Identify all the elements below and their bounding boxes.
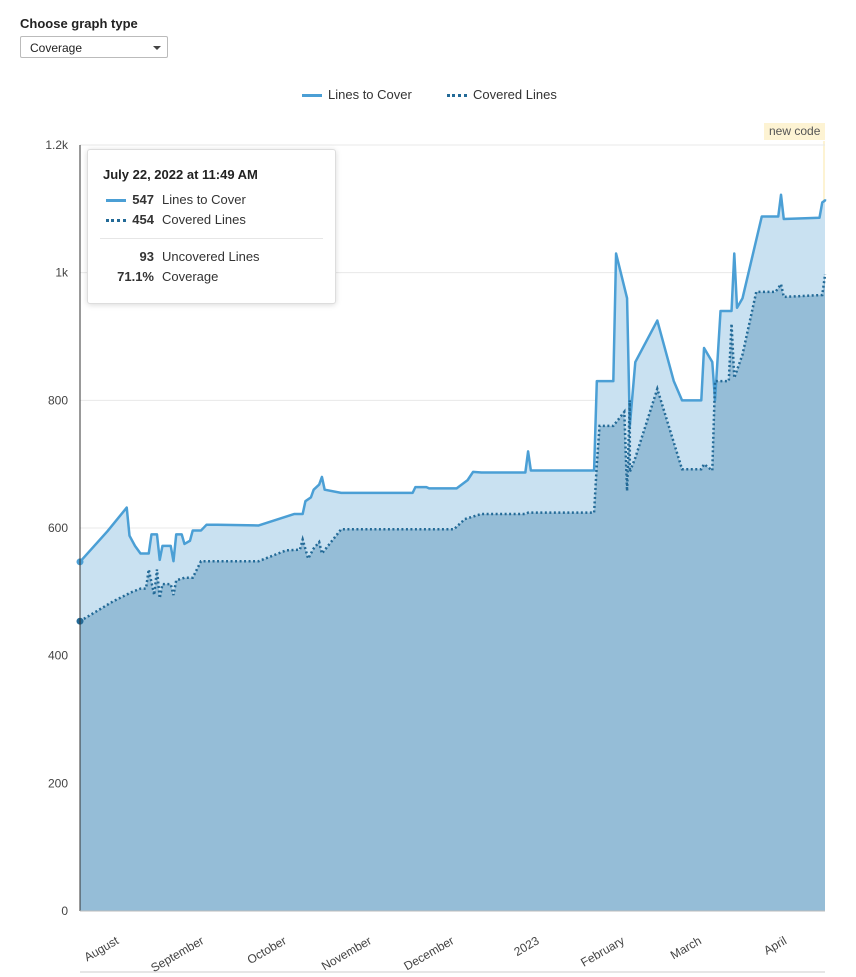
tooltip-divider bbox=[100, 238, 323, 239]
dotted-line-icon bbox=[447, 94, 467, 97]
chevron-down-icon bbox=[153, 46, 161, 50]
y-tick-label: 0 bbox=[61, 904, 68, 918]
x-tick-label: April bbox=[761, 933, 789, 957]
graph-type-select[interactable]: Coverage bbox=[20, 36, 168, 58]
legend-label-covered-lines: Covered Lines bbox=[473, 87, 557, 102]
solid-line-icon bbox=[106, 199, 126, 202]
x-tick-label: November bbox=[319, 933, 374, 973]
covered-lines-line bbox=[79, 273, 827, 623]
tooltip-coverage-label: Coverage bbox=[162, 269, 219, 284]
y-tick-label: 1.2k bbox=[45, 138, 69, 152]
tooltip-uncovered-label: Uncovered Lines bbox=[162, 249, 260, 264]
x-tick-label: 2023 bbox=[511, 933, 541, 959]
tooltip-lines-to-cover-label: Lines to Cover bbox=[162, 192, 246, 207]
lines-to-cover-line bbox=[79, 193, 827, 563]
tooltip-row-lines-to-cover: 547 Lines to Cover bbox=[88, 191, 335, 209]
tooltip-row-covered-lines: 454 Covered Lines bbox=[88, 211, 335, 229]
x-tick-label: February bbox=[578, 933, 627, 969]
graph-type-value: Coverage bbox=[30, 41, 83, 55]
tooltip-covered-lines-label: Covered Lines bbox=[162, 212, 246, 227]
tooltip-covered-lines-value: 454 bbox=[132, 212, 154, 227]
tooltip-row-coverage: 71.1% Coverage bbox=[88, 268, 335, 286]
chart-legend: Lines to Cover Covered Lines bbox=[0, 86, 856, 104]
y-tick-label: 400 bbox=[48, 649, 68, 663]
new-code-badge: new code bbox=[764, 123, 826, 140]
y-tick-label: 1k bbox=[55, 266, 69, 280]
tooltip-row-uncovered: 93 Uncovered Lines bbox=[88, 248, 335, 266]
tooltip-coverage-value: 71.1% bbox=[117, 269, 154, 284]
solid-line-icon bbox=[302, 94, 322, 97]
x-tick-label: August bbox=[82, 933, 122, 964]
x-tick-label: October bbox=[245, 933, 289, 966]
y-tick-label: 800 bbox=[48, 393, 68, 407]
covered-lines-area bbox=[80, 273, 825, 911]
dotted-line-icon bbox=[106, 219, 126, 222]
x-tick-label: March bbox=[668, 933, 704, 962]
tooltip-date: July 22, 2022 at 11:49 AM bbox=[103, 167, 258, 182]
x-tick-label: December bbox=[401, 933, 456, 973]
tooltip-uncovered-value: 93 bbox=[139, 249, 154, 264]
graph-type-label: Choose graph type bbox=[20, 16, 138, 31]
y-tick-label: 200 bbox=[48, 776, 68, 790]
tooltip-lines-to-cover-value: 547 bbox=[132, 192, 154, 207]
x-tick-label: September bbox=[148, 933, 206, 974]
chart-tooltip: July 22, 2022 at 11:49 AM 547 Lines to C… bbox=[87, 149, 336, 304]
y-tick-label: 600 bbox=[48, 521, 68, 535]
legend-label-lines-to-cover: Lines to Cover bbox=[328, 87, 412, 102]
